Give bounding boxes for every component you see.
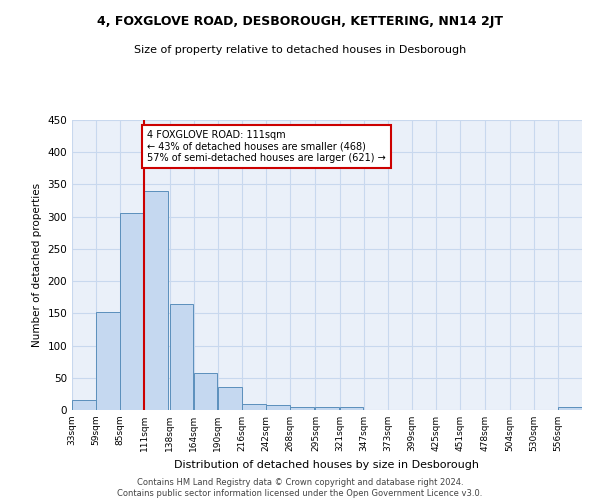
Text: 4, FOXGLOVE ROAD, DESBOROUGH, KETTERING, NN14 2JT: 4, FOXGLOVE ROAD, DESBOROUGH, KETTERING,… (97, 15, 503, 28)
Text: 4 FOXGLOVE ROAD: 111sqm
← 43% of detached houses are smaller (468)
57% of semi-d: 4 FOXGLOVE ROAD: 111sqm ← 43% of detache… (147, 130, 386, 163)
Bar (558, 408, 581, 410)
Text: Contains HM Land Registry data © Crown copyright and database right 2024.
Contai: Contains HM Land Registry data © Crown c… (118, 478, 482, 498)
Bar (121, 214, 144, 410)
Bar (170, 304, 193, 410)
Bar (316, 407, 339, 410)
Bar (72, 400, 95, 410)
Bar (290, 407, 314, 410)
Bar (218, 388, 242, 410)
Bar (340, 408, 363, 410)
Y-axis label: Number of detached properties: Number of detached properties (32, 183, 42, 347)
Bar (145, 191, 168, 410)
X-axis label: Distribution of detached houses by size in Desborough: Distribution of detached houses by size … (175, 460, 479, 469)
Bar (96, 312, 120, 410)
Text: Size of property relative to detached houses in Desborough: Size of property relative to detached ho… (134, 45, 466, 55)
Bar (266, 406, 290, 410)
Bar (242, 404, 266, 410)
Bar (194, 374, 217, 410)
